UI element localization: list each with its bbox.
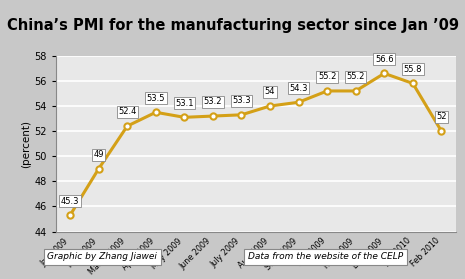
Text: 53.2: 53.2 [204, 97, 222, 106]
Text: Graphic by Zhang Jiawei: Graphic by Zhang Jiawei [47, 252, 157, 261]
Y-axis label: (percent): (percent) [21, 120, 32, 168]
Text: 53.5: 53.5 [146, 93, 165, 103]
Text: 53.1: 53.1 [175, 98, 193, 108]
Text: 54: 54 [265, 87, 275, 96]
Text: China’s PMI for the manufacturing sector since Jan ’09: China’s PMI for the manufacturing sector… [7, 18, 458, 33]
Text: 55.2: 55.2 [346, 72, 365, 81]
Text: Data from the website of the CELP: Data from the website of the CELP [248, 252, 403, 261]
Text: 54.3: 54.3 [289, 83, 308, 93]
Text: 45.3: 45.3 [61, 196, 80, 206]
Text: 53.3: 53.3 [232, 96, 251, 105]
Text: 52: 52 [436, 112, 447, 121]
Text: 55.8: 55.8 [404, 65, 422, 74]
Text: 49: 49 [93, 150, 104, 159]
Text: 52.4: 52.4 [118, 107, 136, 116]
Text: 55.2: 55.2 [318, 72, 336, 81]
Text: 56.6: 56.6 [375, 55, 393, 64]
